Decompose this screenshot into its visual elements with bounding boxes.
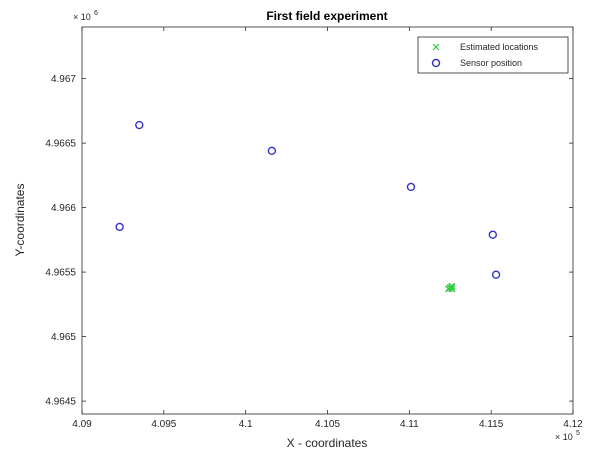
x-tick-label: 4.105 xyxy=(315,419,340,430)
x-tick-label: 4.12 xyxy=(563,419,583,430)
legend-box xyxy=(417,36,569,74)
x-multiplier: × 10 5 xyxy=(555,430,580,442)
svg-text:5: 5 xyxy=(576,430,580,437)
y-tick-label: 4.9665 xyxy=(45,139,76,150)
x-tick-label: 4.1 xyxy=(239,419,253,430)
legend-label-estimated: Estimated locations xyxy=(460,42,539,52)
legend-marker-sensor xyxy=(431,58,441,68)
legend: Estimated locations Sensor position xyxy=(417,36,569,74)
sensor-position-marker xyxy=(115,222,124,232)
y-tick-label: 4.966 xyxy=(51,203,76,214)
legend-marker-estimated xyxy=(432,43,440,51)
x-tick-label: 4.115 xyxy=(479,419,504,430)
sensor-position-marker xyxy=(267,146,277,156)
svg-text:× 10: × 10 xyxy=(555,432,573,442)
y-tick-label: 4.965 xyxy=(51,332,76,343)
x-axis: 4.09 4.095 4.1 4.105 4.11 4.115 4.12 xyxy=(72,27,583,430)
sensor-position-marker xyxy=(135,120,144,130)
x-tick-label: 4.095 xyxy=(151,419,176,430)
x-tick-label: 4.09 xyxy=(72,419,92,430)
x-tick-label: 4.11 xyxy=(400,419,419,430)
estimated-location-marker xyxy=(448,285,456,293)
plot-area xyxy=(81,26,574,415)
svg-text:6: 6 xyxy=(94,10,98,17)
legend-label-sensor: Sensor position xyxy=(460,58,522,68)
y-axis: 4.9645 4.965 4.9655 4.966 4.9665 4.967 xyxy=(45,74,573,408)
sensor-position-marker xyxy=(488,230,498,239)
y-tick-label: 4.9655 xyxy=(45,268,76,279)
chart-title: First field experiment xyxy=(266,9,387,23)
data-markers xyxy=(115,120,501,293)
sensor-position-marker xyxy=(406,182,416,192)
svg-text:× 10: × 10 xyxy=(73,12,91,22)
y-tick-label: 4.967 xyxy=(51,74,76,85)
x-axis-title: X - coordinates xyxy=(287,436,368,450)
y-axis-title: Y-coordinates xyxy=(13,184,27,257)
y-tick-label: 4.9645 xyxy=(45,397,76,408)
y-multiplier: × 10 6 xyxy=(73,10,98,22)
sensor-position-marker xyxy=(491,270,501,279)
